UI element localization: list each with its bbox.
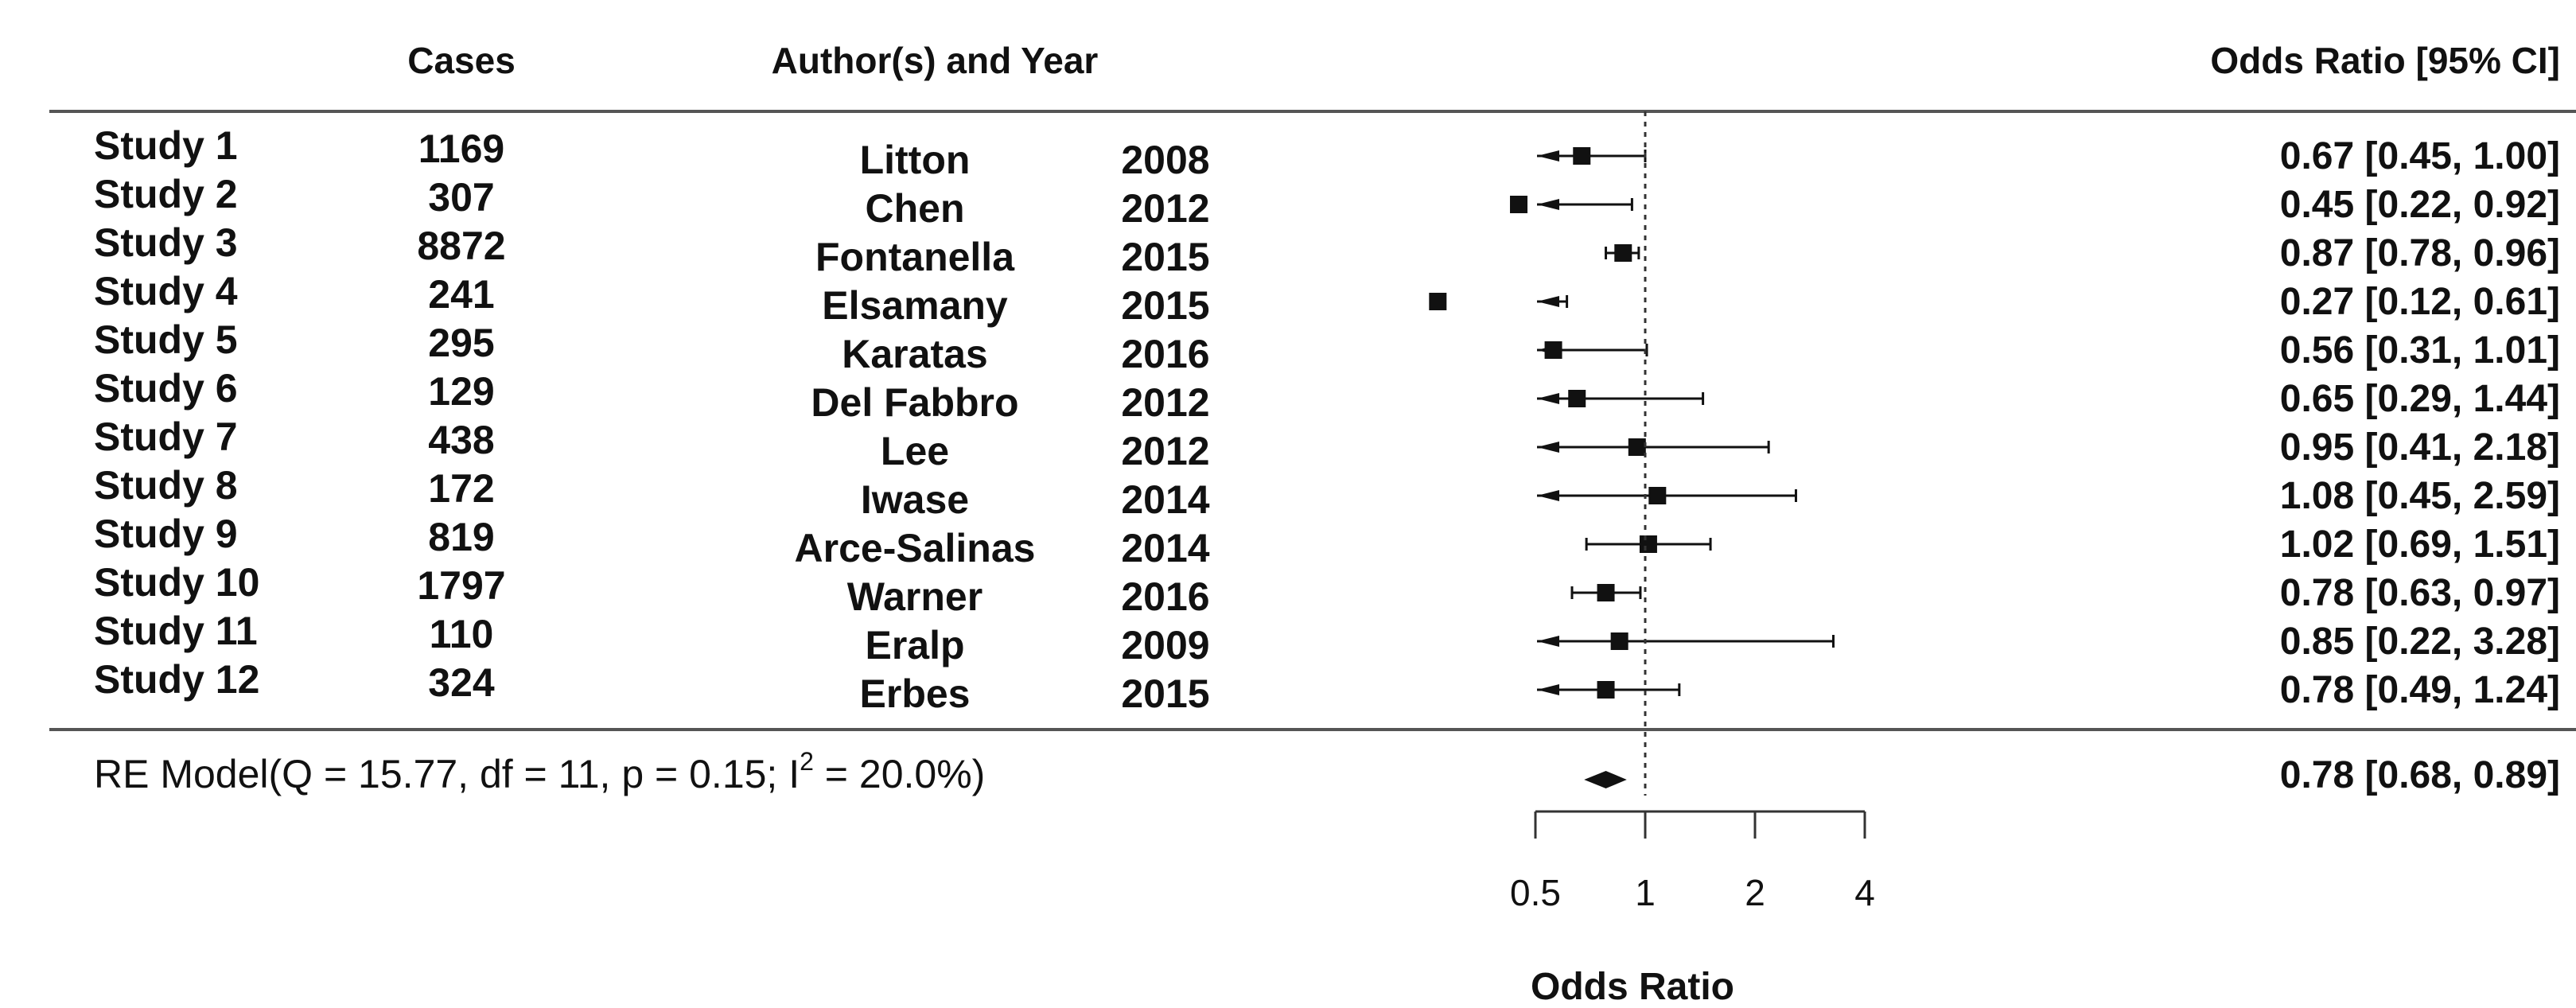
point-estimate-marker bbox=[1628, 438, 1646, 456]
author-name: Erbes bbox=[860, 671, 971, 716]
ci-truncation-arrow bbox=[1537, 393, 1559, 404]
study-year: 2008 bbox=[1121, 138, 1209, 182]
ci-truncation-arrow bbox=[1537, 490, 1559, 501]
study-label: Study 11 bbox=[94, 609, 258, 653]
ci-text: 0.87 [0.78, 0.96] bbox=[2280, 232, 2560, 274]
study-year: 2012 bbox=[1121, 186, 1209, 231]
ci-truncation-arrow bbox=[1537, 636, 1559, 647]
study-label: Study 5 bbox=[94, 317, 238, 362]
ci-text: 0.67 [0.45, 1.00] bbox=[2280, 135, 2560, 177]
x-tick-label: 0.5 bbox=[1510, 872, 1561, 913]
x-tick-label: 4 bbox=[1854, 872, 1875, 913]
ci-text: 0.27 [0.12, 0.61] bbox=[2280, 281, 2560, 323]
study-label: Study 12 bbox=[94, 657, 259, 702]
cases-value: 172 bbox=[428, 466, 494, 511]
header-author-year: Author(s) and Year bbox=[772, 40, 1099, 81]
point-estimate-marker bbox=[1568, 390, 1586, 407]
ci-text: 1.08 [0.45, 2.59] bbox=[2280, 475, 2560, 517]
author-name: Del Fabbro bbox=[811, 380, 1018, 425]
x-tick-label: 2 bbox=[1745, 872, 1765, 913]
author-name: Iwase bbox=[861, 477, 969, 522]
study-year: 2012 bbox=[1121, 380, 1209, 425]
summary-ci-text: 0.78 [0.68, 0.89] bbox=[2280, 754, 2560, 796]
summary-diamond bbox=[1584, 771, 1627, 788]
study-label: Study 8 bbox=[94, 463, 238, 508]
ci-text: 1.02 [0.69, 1.51] bbox=[2280, 523, 2560, 566]
ci-text: 0.85 [0.22, 3.28] bbox=[2280, 621, 2560, 663]
point-estimate-marker bbox=[1510, 196, 1528, 213]
point-estimate-marker bbox=[1573, 147, 1591, 165]
ci-truncation-arrow bbox=[1537, 684, 1559, 695]
study-year: 2015 bbox=[1121, 235, 1209, 279]
cases-value: 819 bbox=[428, 515, 494, 559]
author-name: Elsamany bbox=[822, 283, 1008, 328]
x-axis: 0.5 1 2 4 bbox=[1510, 810, 1875, 913]
author-name: Arce-Salinas bbox=[795, 526, 1036, 570]
point-estimate-marker bbox=[1648, 487, 1667, 504]
study-year: 2014 bbox=[1121, 526, 1209, 570]
study-label: Study 10 bbox=[94, 560, 259, 605]
summary-label: RE Model(Q = 15.77, df = 11, p = 0.15; I… bbox=[94, 747, 985, 796]
cases-value: 8872 bbox=[417, 224, 505, 268]
ci-truncation-arrow bbox=[1537, 442, 1559, 453]
point-estimate-marker bbox=[1639, 535, 1657, 553]
ci-truncation-arrow bbox=[1537, 150, 1559, 162]
cases-value: 307 bbox=[428, 175, 494, 220]
ci-text: 0.78 [0.49, 1.24] bbox=[2280, 669, 2560, 711]
point-estimate-marker bbox=[1597, 681, 1615, 699]
ci-text: 0.78 [0.63, 0.97] bbox=[2280, 572, 2560, 614]
cases-value: 1797 bbox=[417, 563, 505, 608]
ci-truncation-arrow bbox=[1537, 199, 1559, 210]
study-year: 2016 bbox=[1121, 574, 1209, 619]
cases-value: 324 bbox=[428, 660, 495, 705]
study-year: 2015 bbox=[1121, 283, 1209, 328]
study-label: Study 6 bbox=[94, 366, 238, 411]
point-estimate-marker bbox=[1610, 632, 1628, 650]
author-name: Chen bbox=[866, 186, 965, 231]
author-name: Lee bbox=[881, 429, 949, 473]
study-year: 2015 bbox=[1121, 671, 1209, 716]
ci-text: 0.65 [0.29, 1.44] bbox=[2280, 378, 2560, 420]
ci-text: 0.45 [0.22, 0.92] bbox=[2280, 184, 2560, 226]
study-year: 2012 bbox=[1121, 429, 1209, 473]
summary-label-main: RE Model(Q = 15.77, df = 11, p = 0.15; I bbox=[94, 752, 800, 796]
header-odds-ratio-ci: Odds Ratio [95% CI] bbox=[2210, 40, 2560, 81]
cases-value: 241 bbox=[428, 272, 494, 317]
point-estimate-marker bbox=[1544, 341, 1562, 359]
cases-value: 438 bbox=[428, 418, 494, 462]
study-label: Study 2 bbox=[94, 172, 238, 216]
author-name: Karatas bbox=[842, 332, 987, 376]
point-estimate-marker bbox=[1614, 244, 1632, 262]
cases-value: 110 bbox=[430, 612, 494, 656]
study-year: 2009 bbox=[1121, 623, 1209, 667]
study-label: Study 3 bbox=[94, 220, 238, 265]
study-label: Study 9 bbox=[94, 512, 238, 556]
author-name: Eralp bbox=[865, 623, 964, 667]
header-cases: Cases bbox=[407, 40, 516, 81]
ci-truncation-arrow bbox=[1537, 296, 1559, 307]
ci-text: 0.56 [0.31, 1.01] bbox=[2280, 329, 2560, 372]
author-name: Fontanella bbox=[815, 235, 1015, 279]
cases-value: 1169 bbox=[418, 126, 504, 171]
study-year: 2014 bbox=[1121, 477, 1209, 522]
point-estimate-marker bbox=[1597, 584, 1615, 601]
study-rows: Study 1 1169 Litton 2008 0.67 [0.45, 1.00] St… bbox=[94, 123, 2560, 716]
study-label: Study 1 bbox=[94, 123, 238, 168]
x-axis-label: Odds Ratio bbox=[1531, 966, 1734, 1008]
author-name: Warner bbox=[847, 574, 983, 619]
study-label: Study 7 bbox=[94, 414, 238, 459]
author-name: Litton bbox=[860, 138, 971, 182]
study-year: 2016 bbox=[1121, 332, 1209, 376]
cases-value: 129 bbox=[428, 369, 494, 414]
summary-label-superscript: 2 bbox=[800, 747, 814, 776]
x-tick-label: 1 bbox=[1635, 872, 1656, 913]
point-estimate-marker bbox=[1429, 293, 1447, 310]
ci-text: 0.95 [0.41, 2.18] bbox=[2280, 426, 2560, 469]
summary-label-tail: = 20.0%) bbox=[814, 752, 985, 796]
cases-value: 295 bbox=[428, 321, 494, 365]
study-label: Study 4 bbox=[94, 269, 238, 313]
